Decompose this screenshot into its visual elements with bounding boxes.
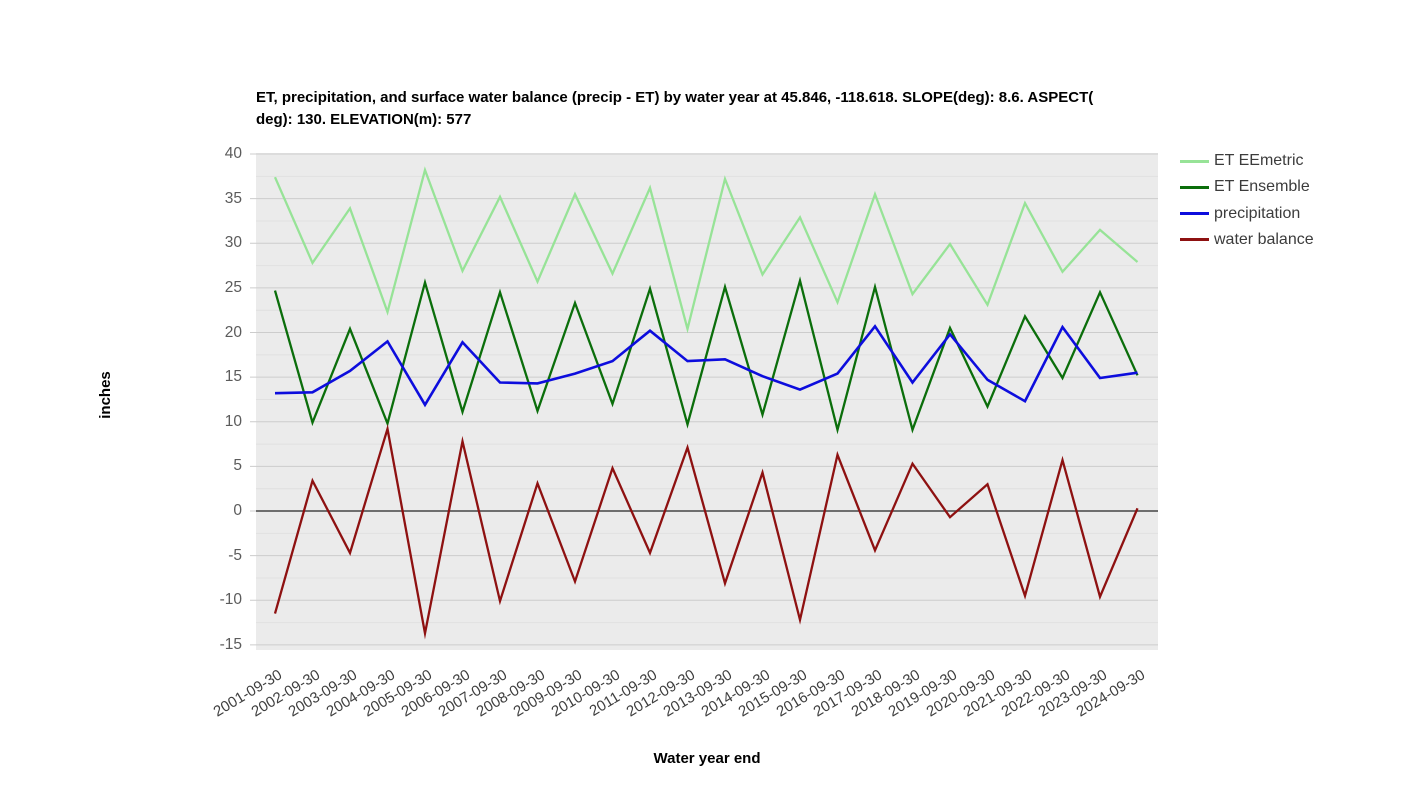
series-line-et-ensemble bbox=[273, 276, 1139, 435]
legend-swatch-et-ensemble bbox=[1180, 185, 1209, 189]
legend-swatch-precipitation bbox=[1180, 212, 1209, 216]
chart-title-line2: deg): 130. ELEVATION(m): 577 bbox=[256, 111, 472, 128]
y-tick-label: -15 bbox=[219, 635, 242, 653]
y-tick-label: 25 bbox=[224, 278, 242, 296]
x-axis-title: Water year end bbox=[653, 750, 761, 767]
y-tick-label: -10 bbox=[219, 591, 242, 609]
y-tick-label: 30 bbox=[224, 234, 242, 252]
y-tick-label: 40 bbox=[224, 145, 242, 162]
y-tick-label: 0 bbox=[233, 502, 242, 519]
y-tick-label: 35 bbox=[224, 189, 242, 207]
plot-background bbox=[256, 153, 1158, 650]
chart-title: ET, precipitation, and surface water bal… bbox=[256, 87, 1093, 131]
y-tick-label: 20 bbox=[224, 323, 242, 341]
chart-title-line1: ET, precipitation, and surface water bal… bbox=[256, 89, 1094, 106]
legend-label-et-ensemble: ET Ensemble bbox=[1214, 178, 1310, 196]
y-tick-label: -5 bbox=[228, 546, 242, 564]
legend-label-precipitation: precipitation bbox=[1214, 204, 1301, 222]
y-tick-label: 5 bbox=[233, 457, 242, 475]
legend-swatch-water-balance bbox=[1180, 238, 1209, 242]
series-line-et-eemetric bbox=[273, 166, 1139, 334]
legend-label-et-eemetric: ET EEmetric bbox=[1214, 152, 1304, 169]
legend-swatch-et-eemetric bbox=[1180, 159, 1209, 163]
series-line-water-balance bbox=[273, 424, 1139, 640]
legend-label-water-balance: water balance bbox=[1214, 230, 1314, 248]
y-tick-label: 10 bbox=[224, 412, 242, 430]
y-axis-title: inches bbox=[97, 371, 114, 419]
series-line-precipitation bbox=[274, 324, 1138, 408]
y-tick-label: 15 bbox=[224, 368, 242, 386]
